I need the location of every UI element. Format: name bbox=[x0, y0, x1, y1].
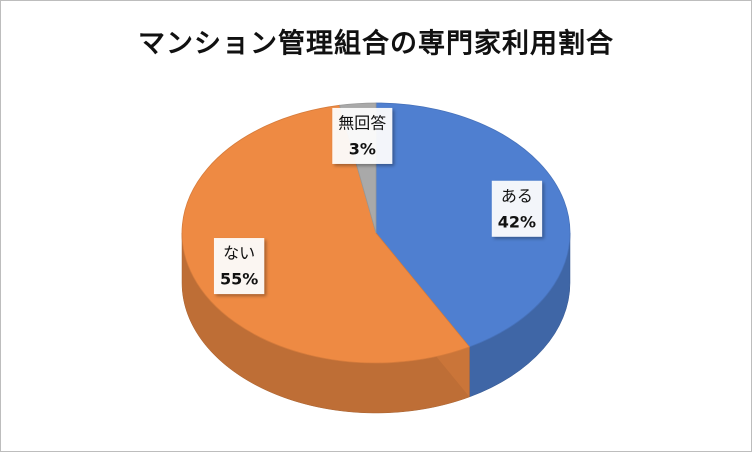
data-label-box bbox=[332, 107, 393, 164]
labels: ある 42% ない 55% 無回答 3% bbox=[213, 107, 543, 295]
data-label-value: 42% bbox=[498, 212, 536, 231]
data-label-category: ない bbox=[223, 244, 255, 263]
data-label-value: 3% bbox=[349, 139, 376, 158]
slice bbox=[181, 104, 471, 364]
slice bbox=[375, 102, 571, 348]
data-label-category: ある bbox=[501, 186, 533, 205]
data-label-box bbox=[491, 180, 543, 237]
chart-title: マンション管理組合の専門家利用割合 bbox=[138, 28, 614, 60]
data-label-category: 無回答 bbox=[338, 113, 386, 132]
data-label-value: 55% bbox=[220, 270, 258, 289]
data-label-box bbox=[213, 238, 265, 295]
